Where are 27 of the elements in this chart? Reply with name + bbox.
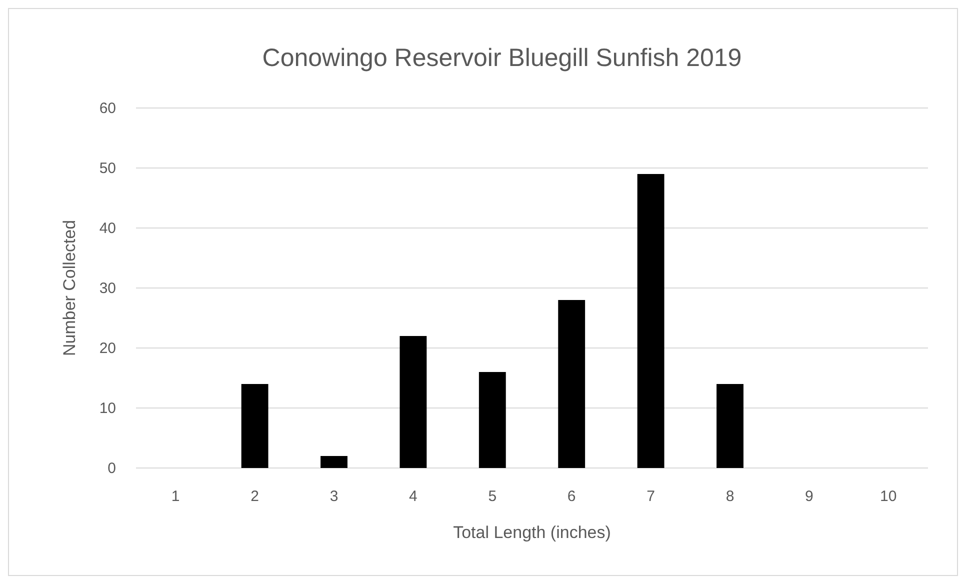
y-tick-label: 0: [108, 460, 116, 477]
bar: [241, 384, 268, 468]
bar: [716, 384, 744, 468]
x-tick-label: 1: [171, 488, 180, 505]
x-axis-title: Total Length (inches): [453, 523, 611, 542]
x-tick-label: 9: [805, 488, 814, 505]
y-tick-label: 60: [99, 100, 116, 117]
bar: [478, 372, 506, 468]
x-tick-label: 10: [880, 488, 897, 505]
y-tick-label: 50: [99, 160, 116, 177]
y-axis-title: Number Collected: [60, 220, 79, 356]
bar: [400, 336, 427, 468]
y-tick-label: 20: [99, 340, 116, 357]
chart-title: Conowingo Reservoir Bluegill Sunfish 2019: [262, 44, 742, 72]
x-tick-label: 5: [488, 488, 497, 505]
x-tick-label: 2: [250, 488, 259, 505]
y-tick-label: 10: [99, 400, 116, 417]
bar: [558, 300, 586, 468]
y-tick-label: 30: [99, 280, 116, 297]
bar: [637, 174, 664, 468]
bar: [320, 456, 348, 468]
x-tick-label: 4: [409, 488, 418, 505]
x-tick-label: 7: [646, 488, 655, 505]
y-tick-label: 40: [99, 220, 116, 237]
x-tick-label: 8: [726, 488, 734, 505]
x-tick-label: 6: [567, 488, 576, 505]
x-tick-label: 3: [330, 488, 338, 505]
